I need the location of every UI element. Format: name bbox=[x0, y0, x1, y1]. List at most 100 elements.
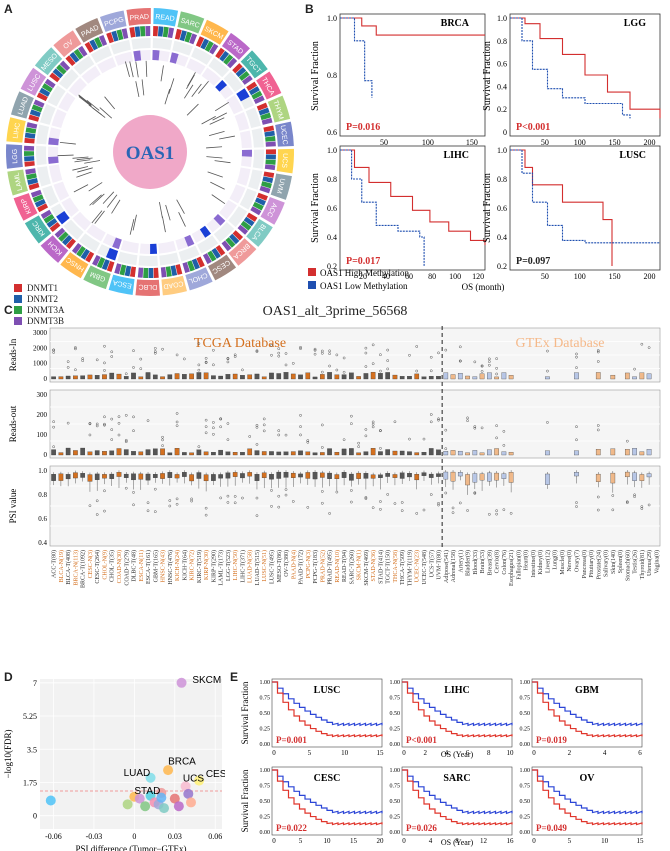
gray-ring bbox=[36, 146, 47, 165]
cancer-label: DLBC bbox=[138, 283, 157, 290]
cpg-annotation-line bbox=[112, 200, 120, 214]
y-tick-label: 1.0 bbox=[38, 467, 47, 475]
box bbox=[473, 377, 477, 379]
box bbox=[611, 449, 615, 455]
box bbox=[255, 374, 259, 379]
km-p-value: P=0.022 bbox=[276, 823, 307, 833]
box bbox=[349, 373, 353, 379]
category-label: Cervix(8) bbox=[494, 550, 501, 573]
cpg-annotation-line bbox=[177, 200, 185, 214]
methylation-survival-panel: BRCA P=0.016 0.6 0.8 1.0 50 100 150 LGG P<0.001 0 0… bbox=[300, 0, 670, 300]
x-tick-label: 50 bbox=[541, 272, 549, 281]
box bbox=[291, 374, 295, 379]
box bbox=[153, 474, 157, 478]
box bbox=[596, 449, 600, 455]
box bbox=[306, 373, 310, 379]
box bbox=[226, 452, 230, 455]
cpg-annotation-line bbox=[136, 62, 138, 78]
cpg-annotation-line bbox=[89, 105, 102, 115]
box bbox=[480, 374, 484, 379]
x-tick-label: 0 bbox=[532, 837, 536, 845]
box bbox=[356, 473, 360, 479]
y-axis-label: −log10(FDR) bbox=[3, 729, 13, 778]
cpg-annotation-line bbox=[87, 100, 99, 110]
cpg-annotation bbox=[146, 61, 147, 77]
box bbox=[248, 472, 252, 476]
tcga-label: TCGA Database bbox=[194, 336, 286, 351]
box bbox=[313, 377, 317, 379]
box bbox=[175, 474, 179, 478]
box bbox=[66, 376, 70, 379]
category-label: GBM-T(165) bbox=[152, 550, 159, 582]
category-label: LUSC-T(495) bbox=[268, 550, 275, 584]
cpg-annotation bbox=[219, 136, 235, 139]
box bbox=[131, 373, 135, 379]
category-label: Spleen(0) bbox=[617, 550, 624, 573]
x-tick-label: 4 bbox=[603, 749, 607, 757]
y-tick-label: 1.0 bbox=[497, 146, 507, 155]
box bbox=[153, 375, 157, 379]
x-tick-label: 200 bbox=[644, 272, 656, 281]
box bbox=[451, 375, 455, 379]
box bbox=[262, 473, 266, 478]
cpg-annotation bbox=[162, 216, 165, 232]
x-tick-label: 0 bbox=[272, 837, 276, 845]
dnmt-band bbox=[145, 26, 150, 36]
box bbox=[545, 451, 549, 455]
x-tick-label: 10 bbox=[507, 749, 515, 757]
box bbox=[189, 475, 193, 481]
center-label: OAS1 bbox=[126, 143, 175, 164]
box bbox=[364, 452, 368, 455]
box bbox=[240, 375, 244, 379]
cpg-annotation bbox=[107, 195, 117, 208]
box bbox=[415, 474, 419, 480]
y-tick-label: 0.8 bbox=[497, 175, 507, 184]
scatter-point bbox=[46, 796, 56, 806]
y-tick-label: 0.00 bbox=[390, 742, 401, 748]
box bbox=[204, 452, 208, 455]
category-label: UCS-T(57) bbox=[428, 550, 435, 577]
gtex-label: GTEx Database bbox=[515, 336, 604, 351]
box bbox=[502, 452, 506, 455]
cpg-annotation-line bbox=[212, 195, 225, 204]
cpg-annotation bbox=[112, 200, 120, 214]
cpg-annotation-line bbox=[93, 194, 105, 205]
box bbox=[371, 475, 375, 479]
box bbox=[436, 474, 440, 477]
y-axis-label: Survival Fraction bbox=[310, 173, 321, 243]
y-tick-label: 1.0 bbox=[327, 146, 337, 155]
cpg-annotation-line bbox=[187, 104, 198, 115]
box bbox=[335, 475, 339, 479]
category-label: READ-T(94) bbox=[341, 550, 348, 582]
x-tick-label: 16 bbox=[507, 837, 515, 845]
y-tick-label: 0.2 bbox=[497, 105, 507, 114]
km-p-value: P=0.026 bbox=[406, 823, 437, 833]
cpg-annotation-line bbox=[105, 97, 115, 109]
x-tick-label: 5 bbox=[299, 837, 303, 845]
category-label: Salivary(0) bbox=[603, 550, 610, 577]
y-tick-label: 1.75 bbox=[23, 778, 37, 787]
cpg-annotation-line bbox=[146, 61, 147, 77]
y-tick-label: 0.25 bbox=[260, 815, 271, 821]
box bbox=[95, 375, 99, 379]
box bbox=[211, 376, 215, 379]
category-label: KICH-N(24) bbox=[174, 550, 181, 581]
box bbox=[400, 473, 404, 479]
box bbox=[218, 474, 222, 478]
category-label: Brain(53) bbox=[479, 550, 486, 573]
box bbox=[117, 472, 121, 476]
scatter-point bbox=[159, 803, 169, 813]
y-tick-label: 3.5 bbox=[27, 745, 37, 754]
category-label: KIRP-T(290) bbox=[210, 550, 217, 582]
box bbox=[146, 450, 150, 455]
box bbox=[284, 452, 288, 455]
cpg-annotation-line bbox=[192, 84, 202, 97]
category-label: Pancreas(0) bbox=[581, 550, 588, 578]
x-tick-label: 150 bbox=[609, 272, 621, 281]
dnmt-band bbox=[24, 156, 34, 161]
box bbox=[342, 472, 346, 478]
legend-label: OAS1 Low Methylation bbox=[320, 281, 408, 291]
box bbox=[88, 452, 92, 455]
cpg-annotation bbox=[212, 195, 225, 204]
y-tick-label: 1.00 bbox=[260, 768, 271, 774]
